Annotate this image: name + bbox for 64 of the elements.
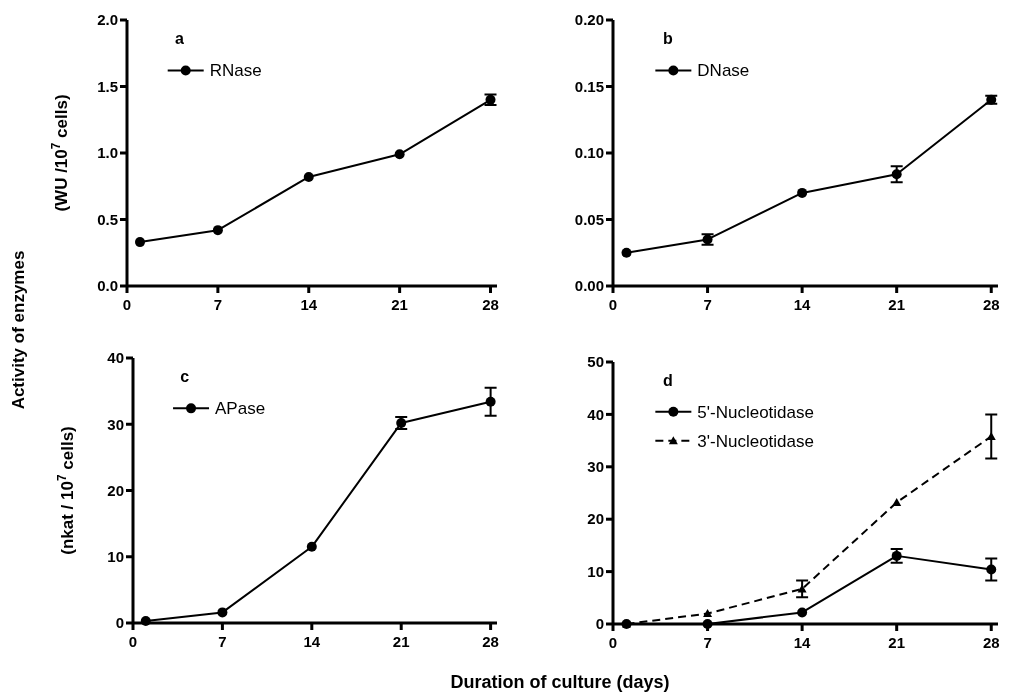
point <box>702 619 713 629</box>
x-tick-label: 28 <box>982 296 1000 313</box>
x-tick-label: 21 <box>888 634 906 651</box>
y-tick-label: 2.0 <box>97 11 118 29</box>
text: b <box>663 29 674 47</box>
point <box>306 541 317 552</box>
point <box>212 225 223 236</box>
x-tick-label: 7 <box>213 296 223 313</box>
y-tick-label: 0.5 <box>97 210 118 228</box>
legend-label: DNase <box>697 61 750 81</box>
x-tick-label: 7 <box>703 296 712 313</box>
point <box>134 237 145 248</box>
x-tick-label: 21 <box>888 296 906 313</box>
point <box>986 564 997 575</box>
y-tick-label: 1.5 <box>97 77 118 95</box>
x-tick-label: 0 <box>608 634 618 651</box>
text: a <box>175 29 185 47</box>
point <box>303 171 314 182</box>
y-tick-label: 0 <box>115 614 124 632</box>
x-tick-label: 28 <box>482 633 499 650</box>
y-tick-label: 50 <box>587 353 604 371</box>
y-tick-label: 1.0 <box>97 144 118 162</box>
legend-label: APase <box>215 399 266 419</box>
y-tick-label: 0.05 <box>574 210 604 228</box>
text: c <box>180 367 190 385</box>
y-tick-label: 0.20 <box>574 11 604 29</box>
point <box>394 149 405 160</box>
x-tick-label: 0 <box>608 296 618 313</box>
point <box>797 607 808 618</box>
legend-label: 5'-Nucleotidase <box>697 402 815 422</box>
point <box>217 607 228 618</box>
x-tick-label: 28 <box>982 634 1000 651</box>
point <box>703 609 713 618</box>
x-tick-label: 28 <box>482 296 499 313</box>
text: d <box>663 371 673 389</box>
y-tick-label: 30 <box>107 415 124 433</box>
y-tick-label: 40 <box>587 405 604 423</box>
x-tick-label: 21 <box>391 296 408 313</box>
y-tick-label: 0.10 <box>574 144 604 162</box>
x-tick-label: 7 <box>703 634 712 651</box>
x-tick-label: 7 <box>218 633 227 650</box>
y-tick-label: 20 <box>587 510 604 528</box>
x-tick-label: 14 <box>303 633 321 650</box>
y-tick-label: 10 <box>587 562 604 580</box>
x-tick-label: 14 <box>300 296 318 313</box>
text: Activity of enzymes <box>9 250 28 410</box>
point <box>485 396 496 407</box>
x-tick-label: 14 <box>793 634 812 651</box>
y-tick-label: 40 <box>107 349 124 367</box>
y-tick-label: 20 <box>107 481 124 499</box>
point <box>892 497 902 506</box>
y-tick-label: 0.00 <box>574 277 604 295</box>
x-tick-label: 0 <box>128 633 138 650</box>
y-tick-label: 0 <box>595 615 604 633</box>
x-axis-title: Duration of culture (days) <box>450 672 670 692</box>
legend-label: RNase <box>209 61 262 81</box>
y-tick-label: 10 <box>107 548 124 565</box>
x-tick-label: 21 <box>392 633 410 650</box>
y-tick-label: 0.15 <box>574 77 604 95</box>
legend-label: 3'-Nucleotidase <box>697 431 815 451</box>
y-tick-label: 30 <box>587 458 604 476</box>
x-tick-label: 14 <box>793 296 812 313</box>
point <box>140 616 151 627</box>
y-tick-label: 0.0 <box>97 277 118 295</box>
